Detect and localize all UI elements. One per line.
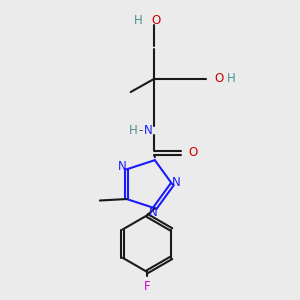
Text: N: N — [149, 206, 158, 219]
Text: N: N — [118, 160, 127, 173]
Text: F: F — [144, 280, 150, 293]
Text: O: O — [151, 14, 160, 27]
Text: O: O — [188, 146, 197, 160]
Text: -: - — [138, 124, 142, 137]
Text: N: N — [172, 176, 181, 189]
Text: H: H — [129, 124, 137, 137]
Text: H: H — [227, 72, 236, 85]
Text: O: O — [214, 72, 223, 85]
Text: N: N — [143, 124, 152, 137]
Text: H: H — [134, 14, 142, 27]
